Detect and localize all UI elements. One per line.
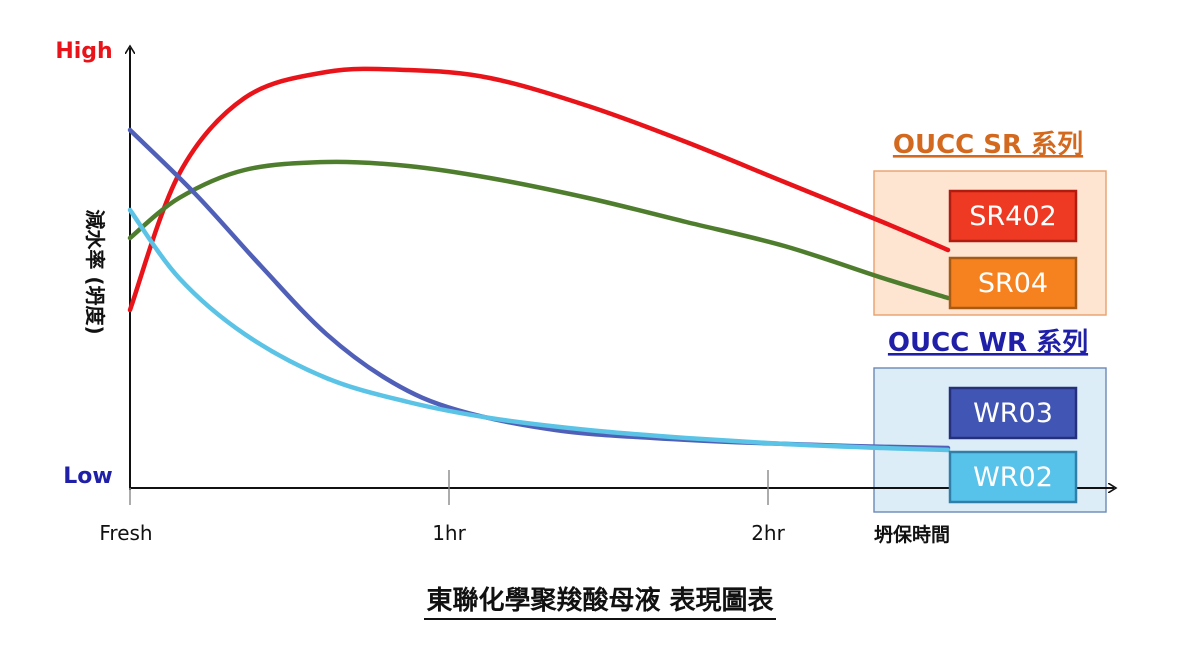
legend-swatch-wr02 bbox=[948, 450, 1078, 504]
legend-swatch-sr402 bbox=[948, 189, 1078, 243]
legend-swatch-wr03 bbox=[948, 386, 1078, 440]
x-tick-label: 2hr bbox=[751, 521, 785, 545]
series-line-sr402 bbox=[127, 66, 951, 313]
y-high-label: High bbox=[55, 39, 112, 64]
series-line-wr03 bbox=[127, 127, 951, 451]
series-line-wr02 bbox=[127, 207, 951, 453]
chart-title-wrap: 東聯化學聚羧酸母液 表現圖表 bbox=[0, 580, 1200, 620]
series-line-sr04 bbox=[127, 159, 951, 301]
legend-label-wr02: WR02 bbox=[973, 462, 1053, 493]
series-group-title: OUCC WR 系列 bbox=[888, 328, 1088, 358]
y-axis-title: 減水率 (坍度) bbox=[83, 209, 107, 334]
x-tick-label: 1hr bbox=[432, 521, 466, 545]
chart-title: 東聯化學聚羧酸母液 表現圖表 bbox=[424, 586, 776, 620]
y-low-label: Low bbox=[63, 464, 112, 489]
series-group-title: OUCC SR 系列 bbox=[893, 130, 1083, 160]
legend-label-wr03: WR03 bbox=[973, 398, 1053, 429]
x-axis-title: 坍保時間 bbox=[874, 523, 950, 546]
legend-label-sr04: SR04 bbox=[978, 268, 1048, 299]
legend-label-sr402: SR402 bbox=[969, 201, 1056, 232]
x-tick-label: Fresh bbox=[99, 521, 152, 545]
legend-swatch-sr04 bbox=[948, 256, 1078, 310]
